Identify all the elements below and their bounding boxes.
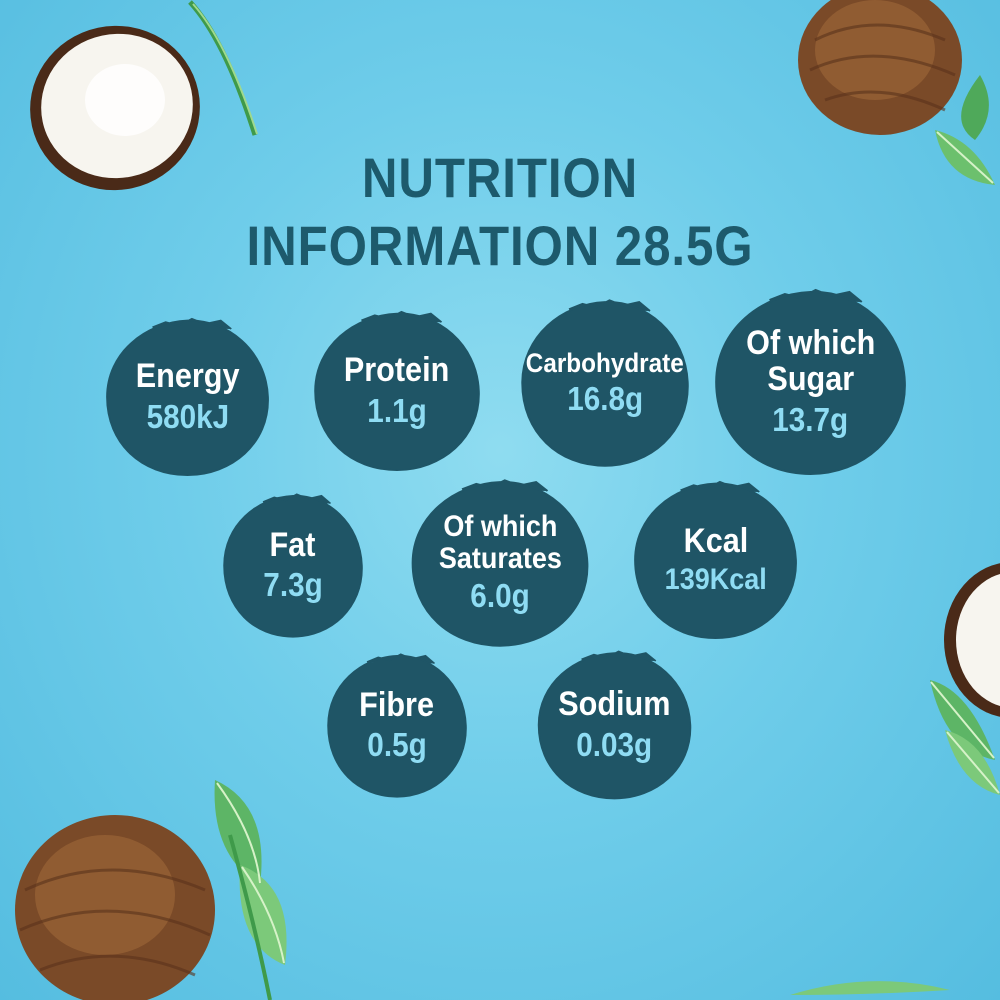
nutrient-label: Energy: [135, 357, 240, 395]
nutrient-label: Sodium: [558, 685, 671, 723]
nutrient-value: 7.3g: [263, 566, 323, 604]
whole-coconut-icon: [798, 0, 962, 135]
nutrient-value: 16.8g: [567, 380, 643, 418]
title-line-1: NUTRITION: [361, 146, 639, 209]
whole-coconut-icon: [15, 815, 215, 1000]
title-line-2: INFORMATION 28.5G: [246, 214, 754, 277]
coconut-bubble-icon: [521, 299, 689, 467]
nutrient-value: 580kJ: [146, 397, 229, 435]
nutrient-fat: Fat 7.3g: [218, 488, 368, 643]
coconut-bubble-icon: [634, 480, 797, 640]
nutrient-kcal: Kcal 139Kcal: [628, 475, 803, 645]
leaf-icon: [935, 75, 995, 185]
coconut-bubble-icon: [411, 479, 589, 647]
nutrient-energy: Energy 580kJ: [100, 312, 275, 482]
coconut-bubble-icon: [223, 493, 363, 638]
nutrient-label: Fibre: [359, 685, 435, 724]
nutrient-value: 1.1g: [367, 391, 427, 429]
nutrient-value: 139Kcal: [664, 563, 767, 597]
coconut-half-icon: [30, 25, 200, 191]
nutrient-fibre: Fibre 0.5g: [322, 648, 472, 803]
nutrient-label: Fat: [270, 525, 316, 564]
leaf-icon: [930, 680, 1000, 795]
coconut-half-icon: [944, 563, 1000, 717]
nutrient-sugar: Of which Sugar 13.7g: [708, 282, 913, 482]
nutrient-sodium: Sodium 0.03g: [532, 645, 697, 805]
nutrient-protein: Protein 1.1g: [308, 305, 486, 477]
leaf-icon: [188, 0, 258, 136]
coconut-bubble-icon: [106, 317, 269, 477]
nutrient-carbohydrate: Carbohydrate 16.8g: [515, 293, 695, 473]
nutrient-value: 0.03g: [576, 725, 653, 763]
nutrient-value: 13.7g: [772, 400, 849, 438]
coconut-bubble-icon: [715, 288, 906, 476]
coconut-bubble-icon: [537, 650, 692, 800]
leaf-icon: [214, 780, 287, 1000]
nutrient-label: Kcal: [683, 521, 748, 560]
nutrient-label: Carbohydrate: [525, 347, 684, 378]
nutrient-value: 0.5g: [367, 726, 427, 764]
nutrient-label: Protein: [344, 351, 450, 389]
nutrient-label: Of which Sugar: [745, 324, 876, 398]
nutrient-value: 6.0g: [470, 577, 530, 615]
coconut-bubble-icon: [327, 653, 467, 798]
leaf-icon: [790, 981, 950, 995]
nutrient-saturates: Of which Saturates 6.0g: [405, 473, 595, 653]
nutrient-label: Of which Saturates: [438, 510, 562, 575]
coconut-bubble-icon: [314, 310, 480, 471]
